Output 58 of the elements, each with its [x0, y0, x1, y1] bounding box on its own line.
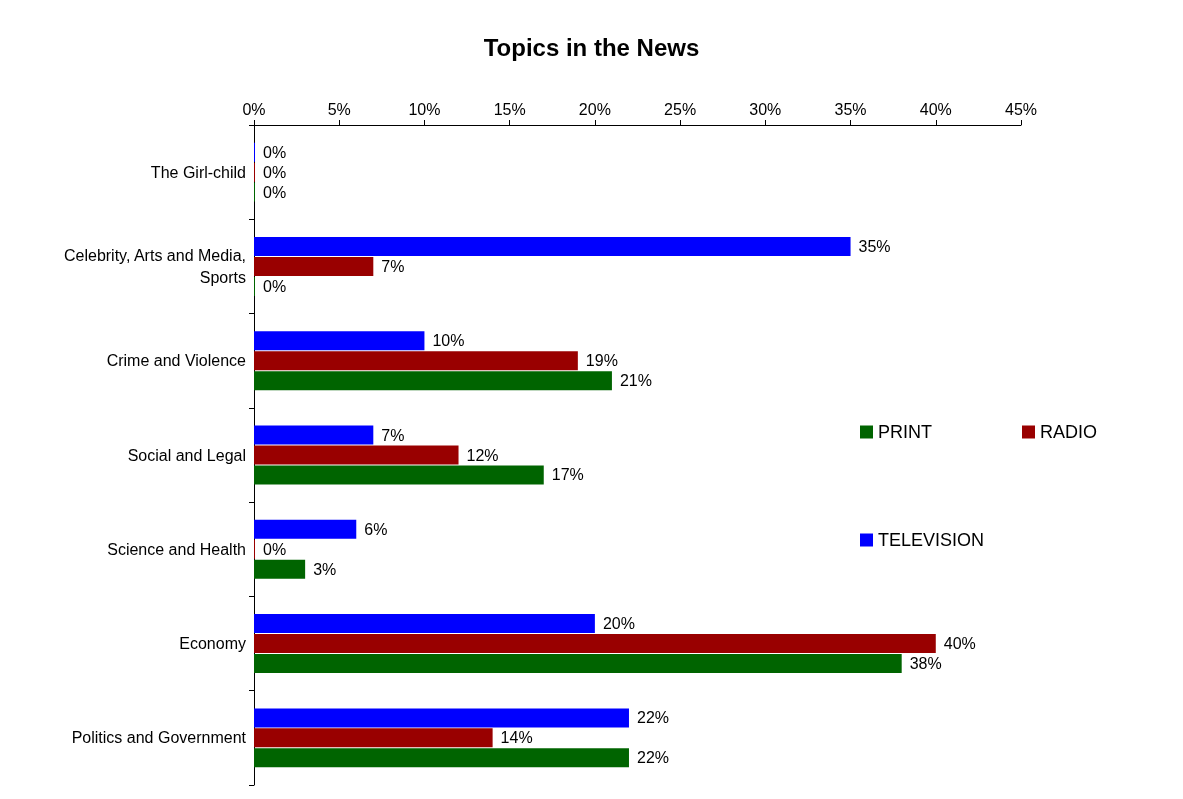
- x-tick-label: 35%: [834, 100, 867, 118]
- x-tick-label: 25%: [664, 100, 697, 118]
- data-label: 14%: [500, 729, 533, 747]
- data-label: 10%: [432, 332, 465, 350]
- data-label: 20%: [602, 615, 635, 633]
- data-label: 22%: [636, 709, 670, 727]
- data-label: 40%: [943, 635, 976, 653]
- chart-title: Topics in the News: [483, 33, 700, 61]
- bar: [254, 728, 493, 748]
- data-label: 12%: [466, 446, 499, 464]
- x-tick-label: 30%: [749, 100, 782, 118]
- bar: [254, 465, 544, 485]
- data-label: 17%: [551, 466, 584, 484]
- bar: [254, 519, 357, 539]
- data-label: 3%: [313, 560, 337, 578]
- data-label: 22%: [636, 749, 670, 767]
- x-tick-label: 15%: [493, 100, 526, 118]
- x-tick-label: 40%: [919, 100, 952, 118]
- bar: [254, 256, 374, 276]
- bar: [254, 634, 936, 654]
- data-label: 38%: [909, 655, 942, 673]
- data-label: 7%: [381, 426, 405, 444]
- data-label: 0%: [263, 183, 287, 201]
- bar: [254, 445, 459, 465]
- y-tick-label: Crime and Violence: [106, 352, 247, 370]
- y-tick-label: Politics and Government: [71, 729, 247, 747]
- bar: [254, 708, 629, 728]
- y-tick-label: Science and Health: [107, 540, 246, 558]
- data-label: 0%: [263, 540, 287, 558]
- bar: [254, 371, 612, 391]
- bar: [254, 559, 306, 579]
- y-tick-label: Social and Legal: [127, 446, 246, 464]
- data-label: 35%: [858, 237, 891, 255]
- bar: [254, 425, 374, 445]
- data-label: 0%: [263, 143, 287, 161]
- legend-label: TELEVISION: [878, 530, 985, 550]
- legend-label: PRINT: [878, 422, 932, 442]
- bar: [254, 236, 851, 256]
- data-label: 21%: [619, 372, 652, 390]
- y-tick-label: The Girl-child: [150, 163, 246, 181]
- y-tick-label: Economy: [179, 635, 246, 653]
- y-tick-label: Celebrity, Arts and Media, Sports: [63, 246, 246, 286]
- bar: [254, 748, 629, 768]
- x-tick-label: 5%: [327, 100, 351, 118]
- bar: [254, 654, 902, 674]
- bar: [254, 351, 578, 371]
- x-tick-label: 45%: [1004, 100, 1038, 118]
- data-label: 7%: [381, 257, 405, 275]
- data-label: 0%: [263, 163, 287, 181]
- data-label: 6%: [364, 520, 388, 538]
- legend-label: RADIO: [1040, 422, 1098, 442]
- bar: [254, 331, 425, 351]
- data-label: 19%: [585, 352, 618, 370]
- bar: [254, 614, 595, 634]
- data-label: 0%: [263, 277, 287, 295]
- x-tick-label: 20%: [578, 100, 611, 118]
- x-tick-label: 0%: [242, 100, 266, 118]
- x-tick-label: 10%: [408, 100, 441, 118]
